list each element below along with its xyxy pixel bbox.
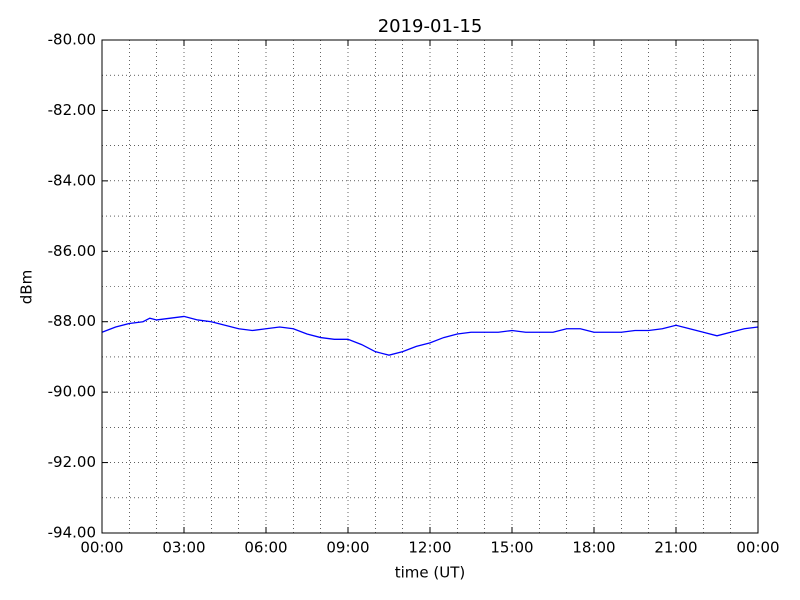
x-tick-label: 09:00: [326, 539, 369, 557]
x-tick-label: 12:00: [408, 539, 451, 557]
x-tick-label: 21:00: [654, 539, 697, 557]
x-tick-label: 18:00: [572, 539, 615, 557]
x-tick-label: 06:00: [244, 539, 287, 557]
y-tick-label: -84.00: [48, 171, 96, 189]
y-tick-label: -88.00: [48, 312, 96, 330]
x-axis-label: time (UT): [395, 564, 466, 582]
x-tick-label: 15:00: [490, 539, 533, 557]
y-tick-label: -82.00: [48, 101, 96, 119]
plot-frame: [101, 39, 759, 534]
y-tick-label: -92.00: [48, 453, 96, 471]
x-tick-label: 00:00: [80, 539, 123, 557]
y-tick-label: -80.00: [48, 31, 96, 49]
x-tick-label: 03:00: [162, 539, 205, 557]
data-line: [101, 315, 759, 356]
chart-title: 2019-01-15: [378, 16, 483, 37]
y-tick-label: -86.00: [48, 242, 96, 260]
y-axis-label: dBm: [18, 270, 36, 304]
y-tick-label: -94.00: [48, 524, 96, 542]
y-tick-label: -90.00: [48, 383, 96, 401]
x-tick-label: 00:00: [736, 539, 779, 557]
